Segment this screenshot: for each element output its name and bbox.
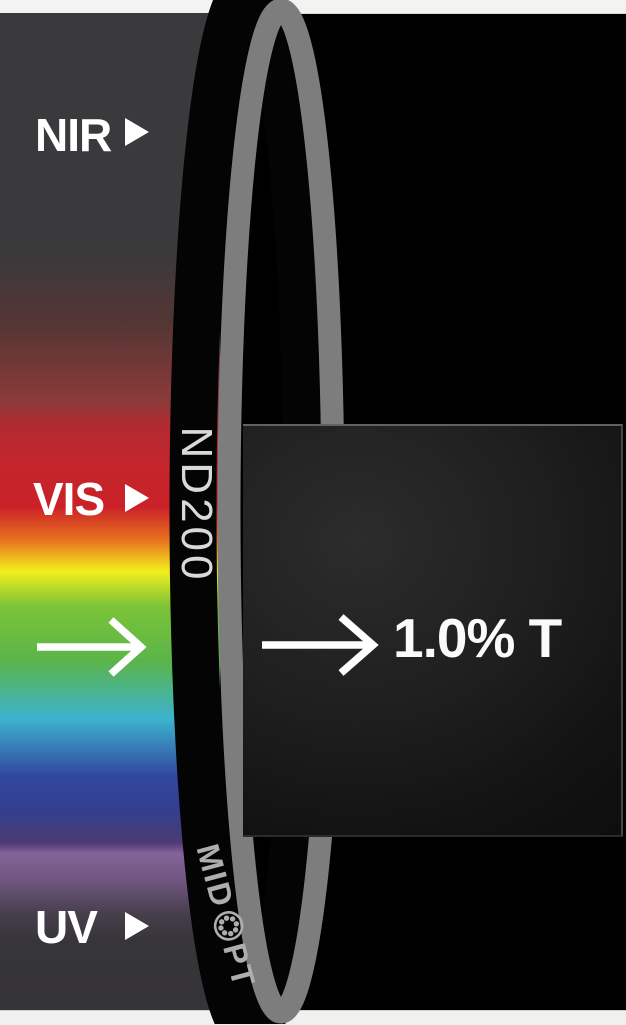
right-triangle-icon [125,912,149,940]
transmission-value: 1.0% T [393,607,562,669]
right-triangle-icon [125,118,149,146]
brand-logo: MID PT [190,840,263,992]
filter-glass-panel [243,424,623,837]
band-label-nir: NIR [35,109,112,161]
bottom-margin [0,1010,626,1025]
left-arrow-icon [108,617,147,677]
aperture-icon [213,910,244,941]
right-arrow-icon [338,614,379,676]
right-triangle-icon [125,484,149,512]
top-margin [0,0,626,14]
band-label-vis: VIS [33,473,105,525]
band-label-uv: UV [35,901,98,953]
